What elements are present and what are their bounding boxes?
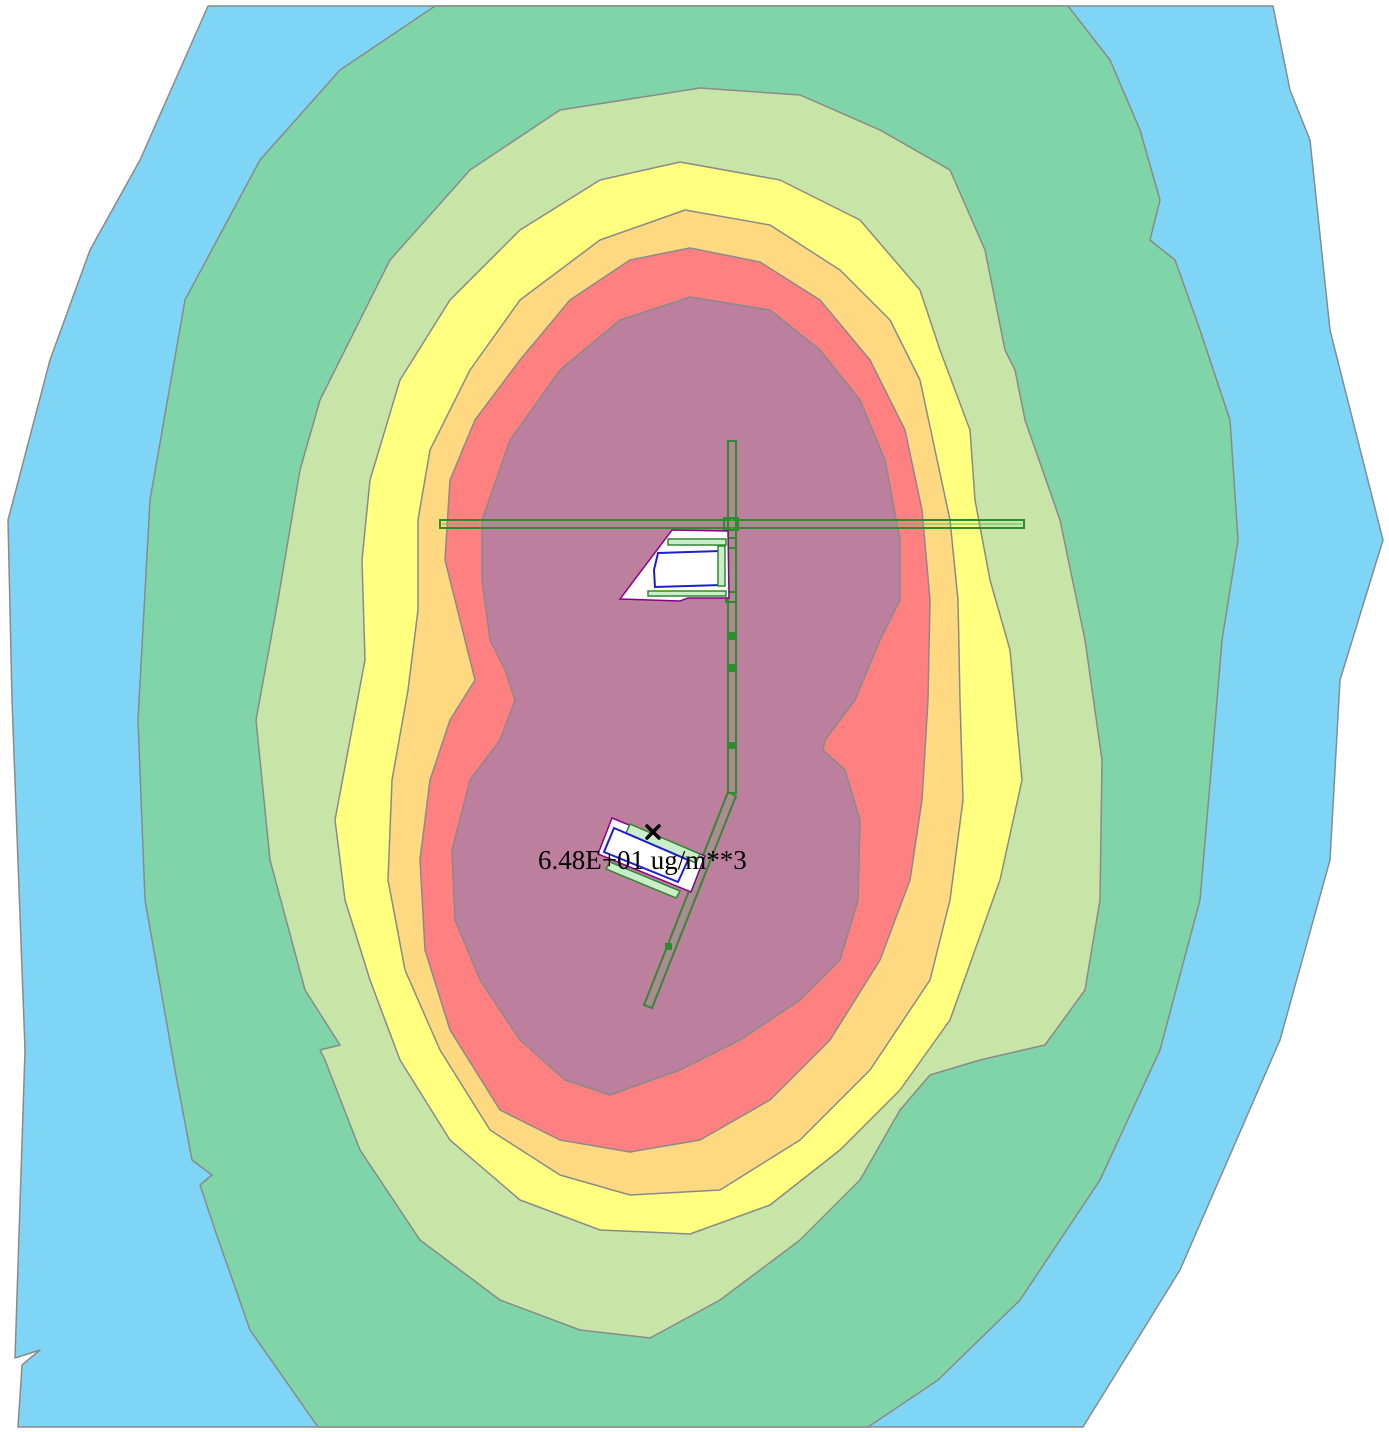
facility-north-strip [667,538,727,546]
road-diagonal [642,790,738,1010]
facility-north [618,529,730,602]
facility-south-strip [625,823,701,864]
road-node [665,943,672,950]
road-node [728,632,736,640]
facility-north-building [652,549,723,589]
facility-south-strip [604,861,682,899]
facility-north-strip [717,545,726,587]
road-node [729,742,736,749]
x-mark-icon [645,824,661,840]
road-diagonal-center [647,793,733,1007]
facility-north-strip [647,590,727,597]
facility-south [597,817,706,899]
contour-band-7 [451,296,901,1096]
max-concentration-marker: 6.48E+01 ug/m**3 [538,824,747,875]
road-network [439,440,1025,1010]
road-node [728,664,736,672]
max-concentration-label: 6.48E+01 ug/m**3 [538,845,747,875]
facility-south-building [602,826,690,884]
road-junction [723,517,739,531]
